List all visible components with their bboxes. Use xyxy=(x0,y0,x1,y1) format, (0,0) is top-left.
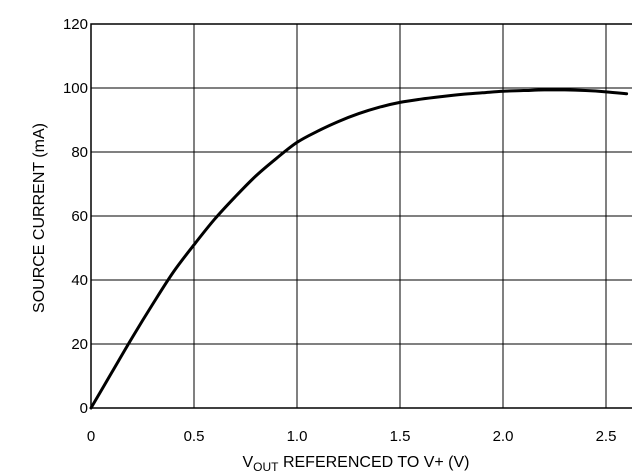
y-tick-label: 120 xyxy=(63,16,88,33)
x-tick-label: 2.0 xyxy=(493,428,514,445)
y-axis-title: SOURCE CURRENT (mA) xyxy=(31,123,48,313)
y-tick-label: 100 xyxy=(63,80,88,97)
series-layer xyxy=(89,88,629,410)
y-tick-label: 20 xyxy=(71,336,88,353)
x-axis-title-main: V xyxy=(242,454,253,471)
plot-frame xyxy=(90,23,632,409)
y-tick-label: 0 xyxy=(80,400,88,417)
x-tick-labels: 0 0.5 1.0 1.5 2.0 2.5 xyxy=(87,428,617,445)
x-tick-label: 1.5 xyxy=(390,428,411,445)
y-tick-label: 60 xyxy=(71,208,88,225)
x-axis-title-rest: REFERENCED TO V+ (V) xyxy=(279,454,470,471)
x-axis-title: VOUT REFERENCED TO V+ (V) xyxy=(242,454,469,472)
x-axis-title-subscript: OUT xyxy=(253,460,279,472)
y-tick-label: 80 xyxy=(71,144,88,161)
x-tick-label: 1.0 xyxy=(287,428,308,445)
x-tick-label: 0 xyxy=(87,428,95,445)
y-tick-label: 40 xyxy=(71,272,88,289)
x-tick-label: 2.5 xyxy=(596,428,617,445)
grid xyxy=(91,24,632,408)
source-current-curve xyxy=(89,88,629,410)
y-tick-labels: 0 20 40 60 80 100 120 xyxy=(63,16,88,417)
x-tick-label: 0.5 xyxy=(184,428,205,445)
